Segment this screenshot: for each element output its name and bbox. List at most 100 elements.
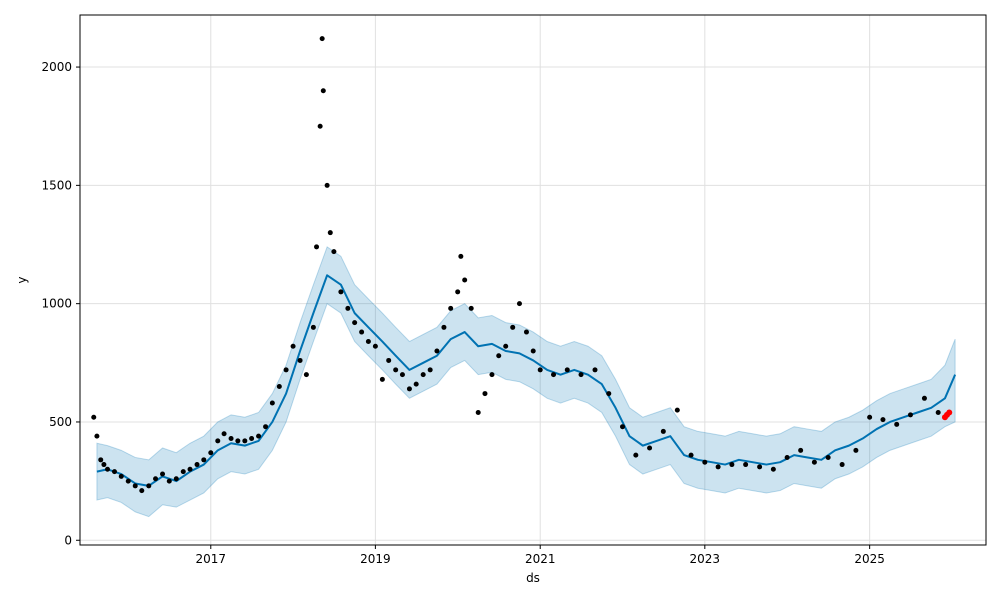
observed-point [743, 462, 749, 468]
plot-background [80, 15, 986, 545]
observed-point [317, 123, 323, 129]
observed-point [269, 400, 275, 406]
x-tick-label: 2025 [854, 552, 885, 566]
observed-point [633, 452, 639, 458]
observed-point [811, 459, 817, 465]
uncertainty-area [96, 246, 956, 518]
y-tick-label: 0 [64, 533, 72, 547]
observed-point [537, 367, 543, 373]
observed-point [434, 348, 440, 354]
observed-point [153, 476, 159, 482]
observed-point [798, 447, 804, 453]
observed-point [327, 230, 333, 236]
observed-point [510, 324, 516, 330]
observed-point [228, 436, 234, 442]
observed-point [101, 462, 107, 468]
observed-point [386, 357, 392, 363]
y-tick-label: 1500 [41, 178, 72, 192]
observed-point [249, 436, 255, 442]
observed-point [935, 410, 941, 415]
observed-point [880, 417, 886, 423]
observed-point [839, 462, 845, 468]
observed-point [132, 483, 138, 489]
observed-point [393, 367, 399, 373]
observed-point [427, 367, 433, 373]
observed-point [180, 469, 186, 475]
observed-point [98, 457, 104, 463]
observed-point [784, 454, 790, 460]
observed-point [406, 386, 412, 392]
observed-point [729, 462, 735, 468]
observed-point [118, 473, 124, 479]
y-tick-label: 2000 [41, 60, 72, 74]
observed-point [496, 353, 502, 359]
observed-point [475, 410, 481, 415]
observed-point [530, 348, 536, 354]
observed-point [674, 407, 680, 413]
observed-point [462, 277, 468, 283]
observed-point [372, 343, 378, 349]
observed-point [208, 450, 214, 456]
observed-point [352, 320, 358, 326]
observed-point [592, 367, 598, 373]
y-tick-label: 500 [49, 415, 72, 429]
observed-point [331, 249, 337, 255]
observed-point [320, 88, 326, 94]
observed-point [365, 339, 371, 345]
observed-point [94, 433, 100, 439]
x-axis-ticks: 2017 2019 2021 2023 2025 [196, 545, 885, 566]
y-axis-label: y [15, 276, 29, 283]
observed-point [187, 466, 193, 472]
forecast-line [96, 274, 957, 487]
observed-point [221, 431, 227, 437]
observed-point [111, 469, 117, 475]
observed-point [853, 447, 859, 453]
observed-point [91, 414, 97, 420]
observed-point [907, 412, 913, 418]
observed-point [523, 329, 529, 335]
observed-point [578, 372, 584, 378]
observed-point [173, 476, 179, 482]
observed-point [620, 424, 626, 430]
observed-point [921, 395, 927, 401]
observed-point [482, 391, 488, 397]
observed-point [146, 483, 152, 489]
plot-border [79, 14, 987, 546]
observed-point [688, 452, 694, 458]
observed-point [825, 454, 831, 460]
observed-point [606, 391, 612, 397]
observed-point [290, 343, 296, 349]
observed-point [297, 357, 303, 363]
observed-point [276, 383, 282, 389]
observed-point [359, 329, 365, 335]
observed-point [379, 376, 385, 382]
y-axis-ticks: 0 500 1000 1500 2000 [41, 60, 80, 547]
x-tick-label: 2021 [525, 552, 556, 566]
observed-point [399, 372, 405, 378]
observed-point [314, 244, 320, 250]
x-axis-label: ds [526, 571, 540, 585]
observed-point [338, 289, 344, 295]
observed-point [503, 343, 509, 349]
observed-point [166, 478, 172, 484]
observed-point [263, 424, 269, 430]
observed-point [647, 445, 653, 451]
observed-point [310, 324, 316, 330]
observed-point [458, 253, 464, 259]
observed-point [319, 36, 325, 42]
observed-point [283, 367, 289, 373]
observed-point [715, 464, 721, 470]
observed-point [757, 464, 763, 470]
forecast-line-group [96, 274, 957, 487]
recent-points [941, 409, 953, 421]
observed-point [441, 324, 447, 330]
observed-point [160, 471, 166, 477]
observed-point [125, 478, 131, 484]
x-tick-label: 2023 [690, 552, 721, 566]
observed-point [516, 301, 522, 307]
observed-point [235, 438, 241, 444]
observed-point [201, 457, 207, 463]
observed-point [215, 438, 221, 444]
observed-point [345, 305, 351, 311]
